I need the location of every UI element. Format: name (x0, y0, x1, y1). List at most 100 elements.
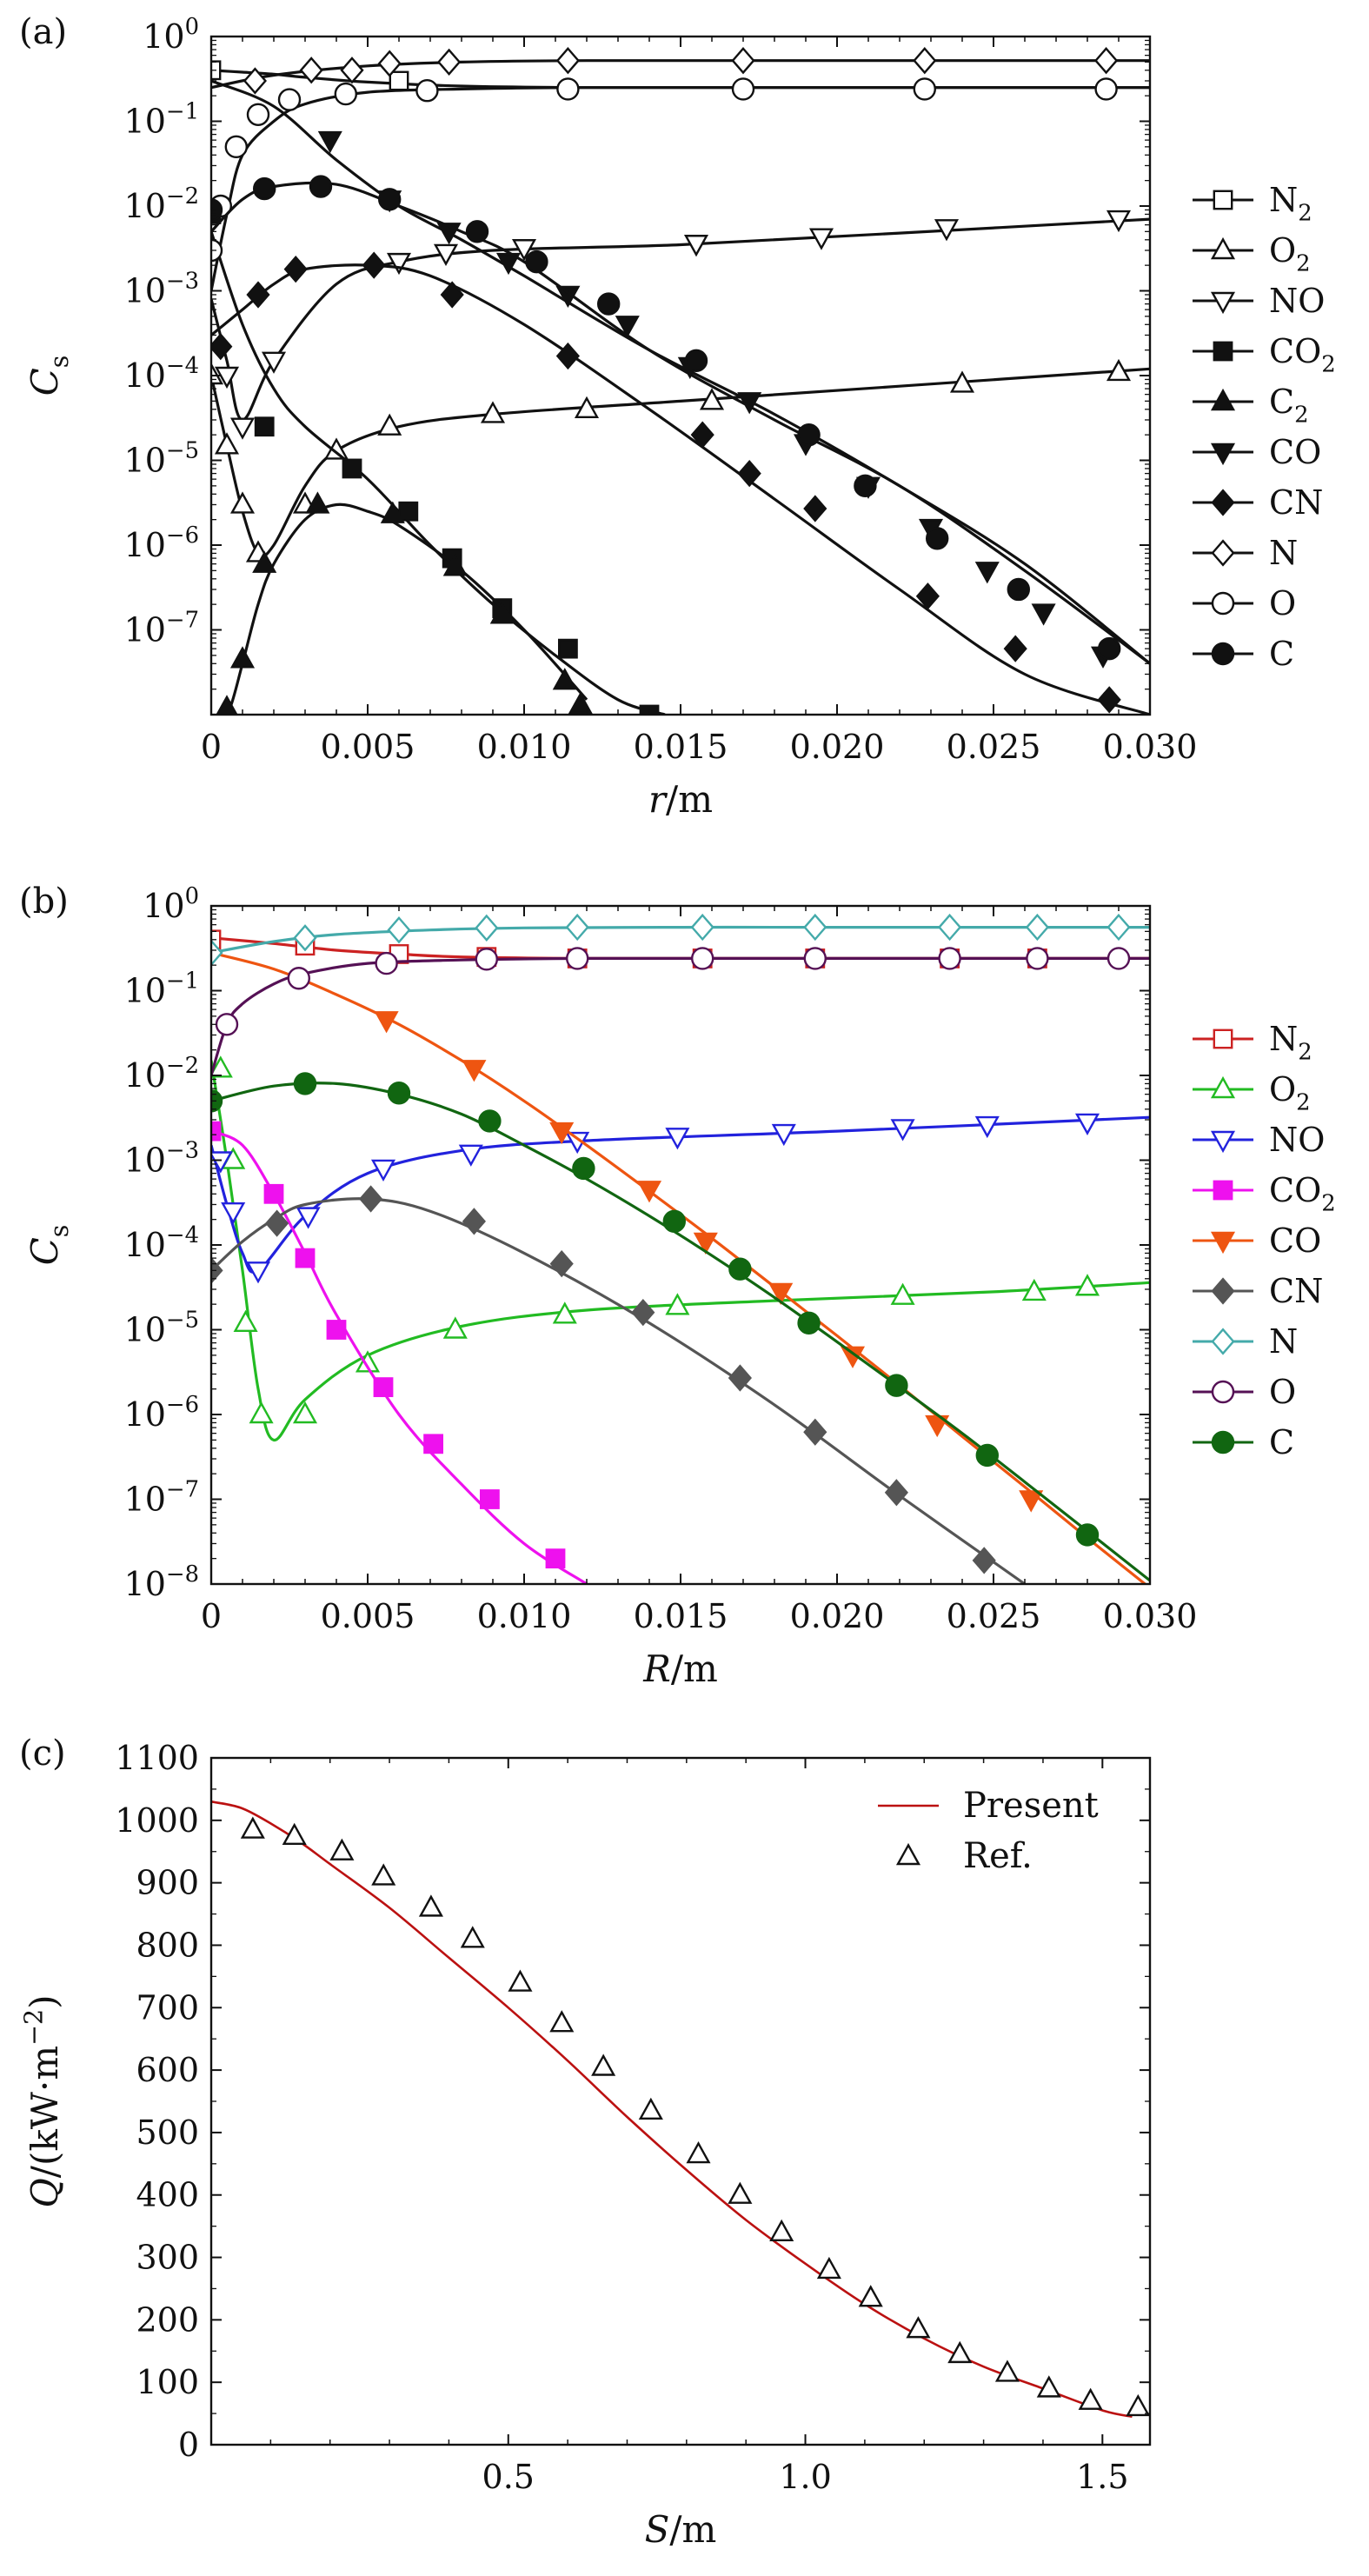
y-axis-title-part: /(kW·m (23, 2046, 66, 2178)
series-a-no-2 (211, 210, 1150, 440)
x-tick-label: 1.0 (779, 2458, 831, 2496)
series-b-o2-1-point (665, 1293, 690, 1315)
legend-label: C2 (1269, 383, 1309, 429)
series-b-c-8-point (1075, 1523, 1100, 1547)
series-a-co-5 (211, 79, 1150, 669)
series-a-cn-6-point (690, 421, 714, 449)
x-tick-label: 0.5 (482, 2458, 535, 2496)
series-b-co2-3 (211, 1121, 588, 1584)
y-tick-label-part: −4 (166, 353, 199, 379)
x-axis-title-part: /m (669, 2508, 716, 2551)
series-a-c2-4-point (552, 668, 577, 690)
series-a-c2-4-point (442, 554, 468, 576)
series-a-c-9-point (378, 188, 402, 211)
plot-area-c (211, 1801, 1150, 2418)
y-axis-title-part: C (23, 1237, 66, 1265)
series-b-co-4-point (636, 1181, 662, 1203)
legend-item: N2 (1193, 1020, 1313, 1066)
y-tick-label-part: −3 (166, 1138, 199, 1164)
legend-label: O2 (1269, 1070, 1311, 1116)
legend-label: NO (1269, 282, 1325, 320)
series-a-o-8-line (211, 85, 1150, 291)
legend-label-part: CN (1269, 483, 1323, 522)
legend-item: N (1193, 1322, 1298, 1361)
series-a-c-9-point (309, 175, 333, 198)
series-a-c-9-point (854, 474, 877, 498)
series-a-co2-3-point (558, 638, 578, 659)
series-a-c-9-point (684, 349, 708, 373)
legend-marker (1213, 1180, 1233, 1201)
legend-label: CO2 (1269, 332, 1336, 378)
series-b-cn-5-point (631, 1298, 655, 1327)
series-b-o2-1-point (552, 1301, 577, 1324)
legend-label-part: 2 (1296, 251, 1310, 277)
legend-item: N (1193, 534, 1298, 572)
y-tick-label-part: 10 (124, 103, 166, 141)
series-b-no-2-point (1074, 1113, 1100, 1135)
series-b-cn-5-point (972, 1547, 996, 1574)
plot-area-b (211, 913, 1150, 1584)
series-c-ref-1-point (906, 2316, 931, 2339)
legend-label: N (1269, 534, 1298, 572)
legend-label: O (1269, 584, 1296, 622)
series-b-o-7-point (375, 951, 398, 975)
series-b-n-6-point (690, 913, 714, 942)
series-b-no-2-point (890, 1119, 915, 1142)
x-tick-label: 0.020 (790, 1597, 885, 1635)
y-tick-label-part: 10 (124, 187, 166, 225)
legend-label-part: CN (1269, 1272, 1323, 1310)
series-a-n-7-point (340, 57, 364, 84)
legend-label-part: N (1269, 1322, 1298, 1361)
series-b-n-6-point (475, 914, 499, 942)
series-b-co2-3-point (545, 1548, 566, 1569)
series-b-c-8-point (572, 1156, 595, 1181)
series-b-no-2 (211, 1113, 1150, 1284)
series-a-o2-1-point (574, 396, 600, 418)
legend-label-part: N (1269, 1020, 1298, 1058)
series-a-cn-6-point (555, 342, 580, 370)
series-a-no-2-point (261, 351, 287, 374)
series-a-cn-6-point (211, 332, 233, 361)
series-b-n-6-point (387, 916, 411, 944)
series-c-ref-1-point (769, 2219, 794, 2242)
series-b-cn-5-point (728, 1364, 752, 1392)
legend-label-part: N (1269, 181, 1298, 219)
series-b-o2-1-point (249, 1401, 274, 1424)
legend-label: CO (1269, 433, 1321, 471)
legend-marker (1210, 291, 1236, 315)
legend-item: CN (1193, 1272, 1323, 1310)
y-tick-label: 200 (136, 2300, 199, 2339)
y-tick-label: 300 (136, 2239, 199, 2277)
legend-label-part: 2 (1298, 201, 1312, 227)
series-b-c-8-point (662, 1209, 686, 1234)
series-a-no-2-point (433, 243, 459, 266)
series-b-cn-5-point (265, 1209, 289, 1237)
series-b-o2-1-point (211, 1055, 233, 1078)
series-b-o2-1-point (442, 1316, 468, 1339)
legend-item: Ref. (895, 1836, 1033, 1876)
series-c-ref-1-point (686, 2140, 711, 2164)
series-b-c-8-point (797, 1311, 821, 1335)
y-tick-label: 800 (136, 1926, 199, 1964)
series-c-ref-1-point (858, 2285, 883, 2307)
series-c-ref-1-point (329, 1838, 355, 1860)
series-b-co-4-point (549, 1122, 575, 1145)
series-a-co-5-point (317, 130, 342, 154)
x-tick-label: 0 (201, 728, 222, 766)
series-a-no-2-line (211, 217, 1150, 422)
series-a-o-8-point (246, 103, 270, 126)
series-b-n-6 (211, 913, 1150, 967)
legend-marker (1211, 1380, 1235, 1404)
series-b-n-6-point (1106, 913, 1131, 942)
plot-frame-b (209, 904, 1152, 1586)
series-b-co2-3-point (326, 1320, 347, 1340)
series-b-c-8-line (211, 1082, 1150, 1582)
legend-marker (1210, 388, 1236, 411)
series-a-co-5-point (615, 316, 640, 338)
series-c-ref-1 (240, 1816, 1150, 2417)
legend-label-part: N (1269, 534, 1298, 572)
chart-panel-b: (b)0 0.005 0.010 0.015 0.020 0.025 0.03010−810… (19, 882, 1336, 1690)
y-axis-title-part: −2 (18, 2009, 48, 2046)
